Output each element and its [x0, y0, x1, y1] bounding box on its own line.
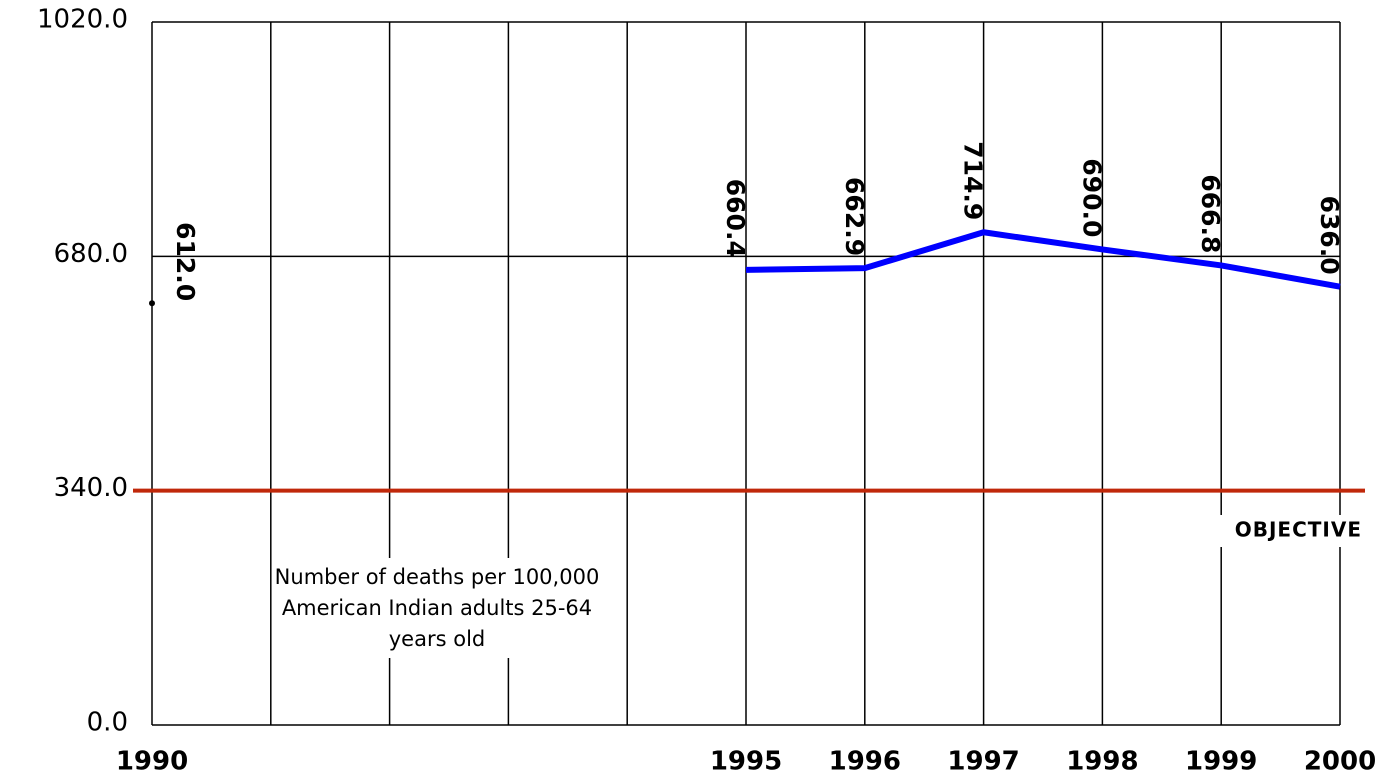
x-tick-label: 1995 — [710, 747, 782, 777]
x-tick-label: 1997 — [947, 747, 1019, 777]
y-tick-label: 1020.0 — [37, 5, 128, 35]
value-label: 714.9 — [959, 141, 988, 220]
value-label: 666.8 — [1196, 174, 1225, 253]
value-label: 690.0 — [1077, 158, 1106, 237]
y-tick-label: 680.0 — [54, 239, 128, 269]
data-line — [745, 229, 1341, 290]
value-label: 636.0 — [1315, 196, 1344, 275]
x-tick-label: 1999 — [1185, 747, 1257, 777]
annotation: years old — [389, 627, 485, 651]
y-tick-label: 340.0 — [54, 473, 128, 503]
objective-label: OBJECTIVE — [1235, 518, 1362, 542]
value-label: 612.0 — [171, 222, 200, 301]
objective-label-bg — [1180, 515, 1365, 547]
annotation-bg — [272, 558, 602, 658]
x-tick-label: 2000 — [1304, 747, 1376, 777]
x-tick-label: 1996 — [829, 747, 901, 777]
value-label: 662.9 — [840, 177, 869, 256]
value-label: 660.4 — [721, 179, 750, 258]
y-tick-label: 0.0 — [87, 708, 128, 738]
x-tick-label: 1998 — [1066, 747, 1138, 777]
annotation: Number of deaths per 100,000 — [275, 565, 600, 589]
data-point — [149, 300, 155, 307]
annotation: American Indian adults 25-64 — [282, 596, 592, 620]
x-tick-label: 1990 — [116, 747, 188, 777]
